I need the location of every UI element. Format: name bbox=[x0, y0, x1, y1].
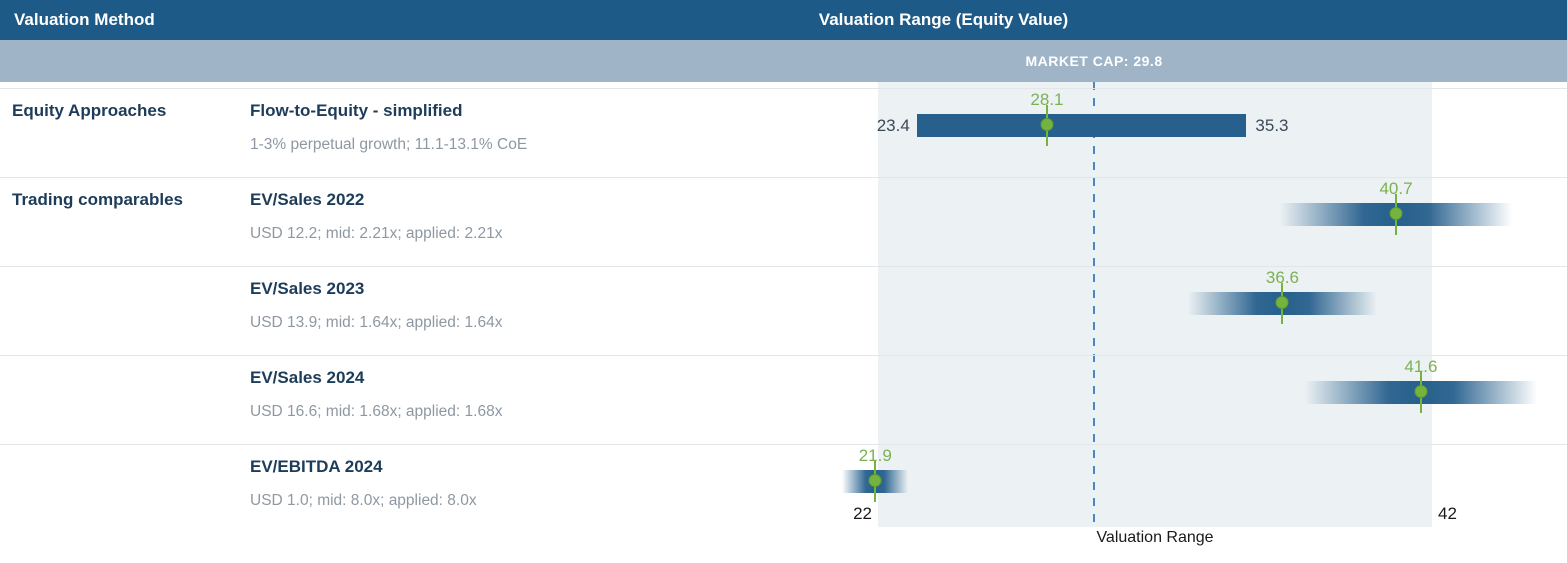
midpoint-value-label: 28.1 bbox=[1030, 90, 1064, 109]
method-title: EV/Sales 2024 bbox=[250, 368, 365, 387]
row-plot-area: 23.4 35.3 28.1 bbox=[876, 89, 1432, 177]
table-header: Valuation Method Valuation Range (Equity… bbox=[0, 0, 1567, 40]
midpoint-value-label: 21.9 bbox=[858, 446, 892, 465]
method-title: Flow-to-Equity - simplified bbox=[250, 101, 463, 120]
x-axis-title: Valuation Range bbox=[1096, 529, 1214, 546]
column-header-valuation-method: Valuation Method bbox=[14, 10, 155, 29]
valuation-row: Trading comparables EV/Sales 2022 USD 12… bbox=[0, 178, 1567, 267]
midpoint-value-label: 36.6 bbox=[1265, 268, 1299, 287]
midpoint-marker[interactable] bbox=[868, 474, 882, 487]
market-cap-label: MARKET CAP: 29.8 bbox=[1025, 53, 1163, 69]
midpoint-value-label: 40.7 bbox=[1379, 179, 1413, 198]
market-cap-dashed-line bbox=[1093, 82, 1096, 527]
valuation-row: EV/Sales 2024 USD 16.6; mid: 1.68x; appl… bbox=[0, 356, 1567, 445]
row-plot-area: 41.6 bbox=[878, 356, 1538, 444]
category-label: Trading comparables bbox=[12, 190, 183, 209]
midpoint-marker[interactable] bbox=[1275, 296, 1289, 309]
valuation-row: EV/Sales 2023 USD 13.9; mid: 1.64x; appl… bbox=[0, 267, 1567, 356]
header-separator-line bbox=[0, 88, 1567, 89]
midpoint-marker[interactable] bbox=[1040, 118, 1054, 131]
row-plot-area: 40.7 bbox=[878, 178, 1513, 266]
valuation-row: Equity Approaches Flow-to-Equity - simpl… bbox=[0, 89, 1567, 178]
row-plot-area: 21.9 bbox=[842, 445, 1432, 527]
method-title: EV/EBITDA 2024 bbox=[250, 457, 383, 476]
method-title: EV/Sales 2023 bbox=[250, 279, 365, 298]
method-detail: USD 13.9; mid: 1.64x; applied: 1.64x bbox=[250, 314, 503, 331]
valuation-rows: Equity Approaches Flow-to-Equity - simpl… bbox=[0, 89, 1567, 527]
column-header-valuation-range: Valuation Range (Equity Value) bbox=[818, 10, 1069, 29]
midpoint-value-label: 41.6 bbox=[1404, 357, 1438, 376]
method-detail: 1-3% perpetual growth; 11.1-13.1% CoE bbox=[250, 136, 528, 153]
method-title: EV/Sales 2022 bbox=[250, 190, 365, 209]
midpoint-marker[interactable] bbox=[1389, 207, 1403, 220]
x-axis-max-label: 42 bbox=[1438, 504, 1457, 523]
market-cap-band: MARKET CAP: 29.8 bbox=[0, 40, 1567, 82]
midpoint-marker[interactable] bbox=[1414, 385, 1428, 398]
range-high-label: 35.3 bbox=[1255, 116, 1289, 135]
method-detail: USD 16.6; mid: 1.68x; applied: 1.68x bbox=[250, 403, 503, 420]
category-label: Equity Approaches bbox=[12, 101, 167, 120]
method-detail: USD 1.0; mid: 8.0x; applied: 8.0x bbox=[250, 492, 477, 509]
x-axis-min-label: 22 bbox=[853, 504, 872, 523]
row-plot-area: 36.6 bbox=[878, 267, 1432, 355]
method-detail: USD 12.2; mid: 2.21x; applied: 2.21x bbox=[250, 225, 503, 242]
valuation-row: EV/EBITDA 2024 USD 1.0; mid: 8.0x; appli… bbox=[0, 445, 1567, 527]
range-low-label: 23.4 bbox=[876, 116, 910, 135]
valuation-range-bar[interactable] bbox=[916, 114, 1247, 137]
